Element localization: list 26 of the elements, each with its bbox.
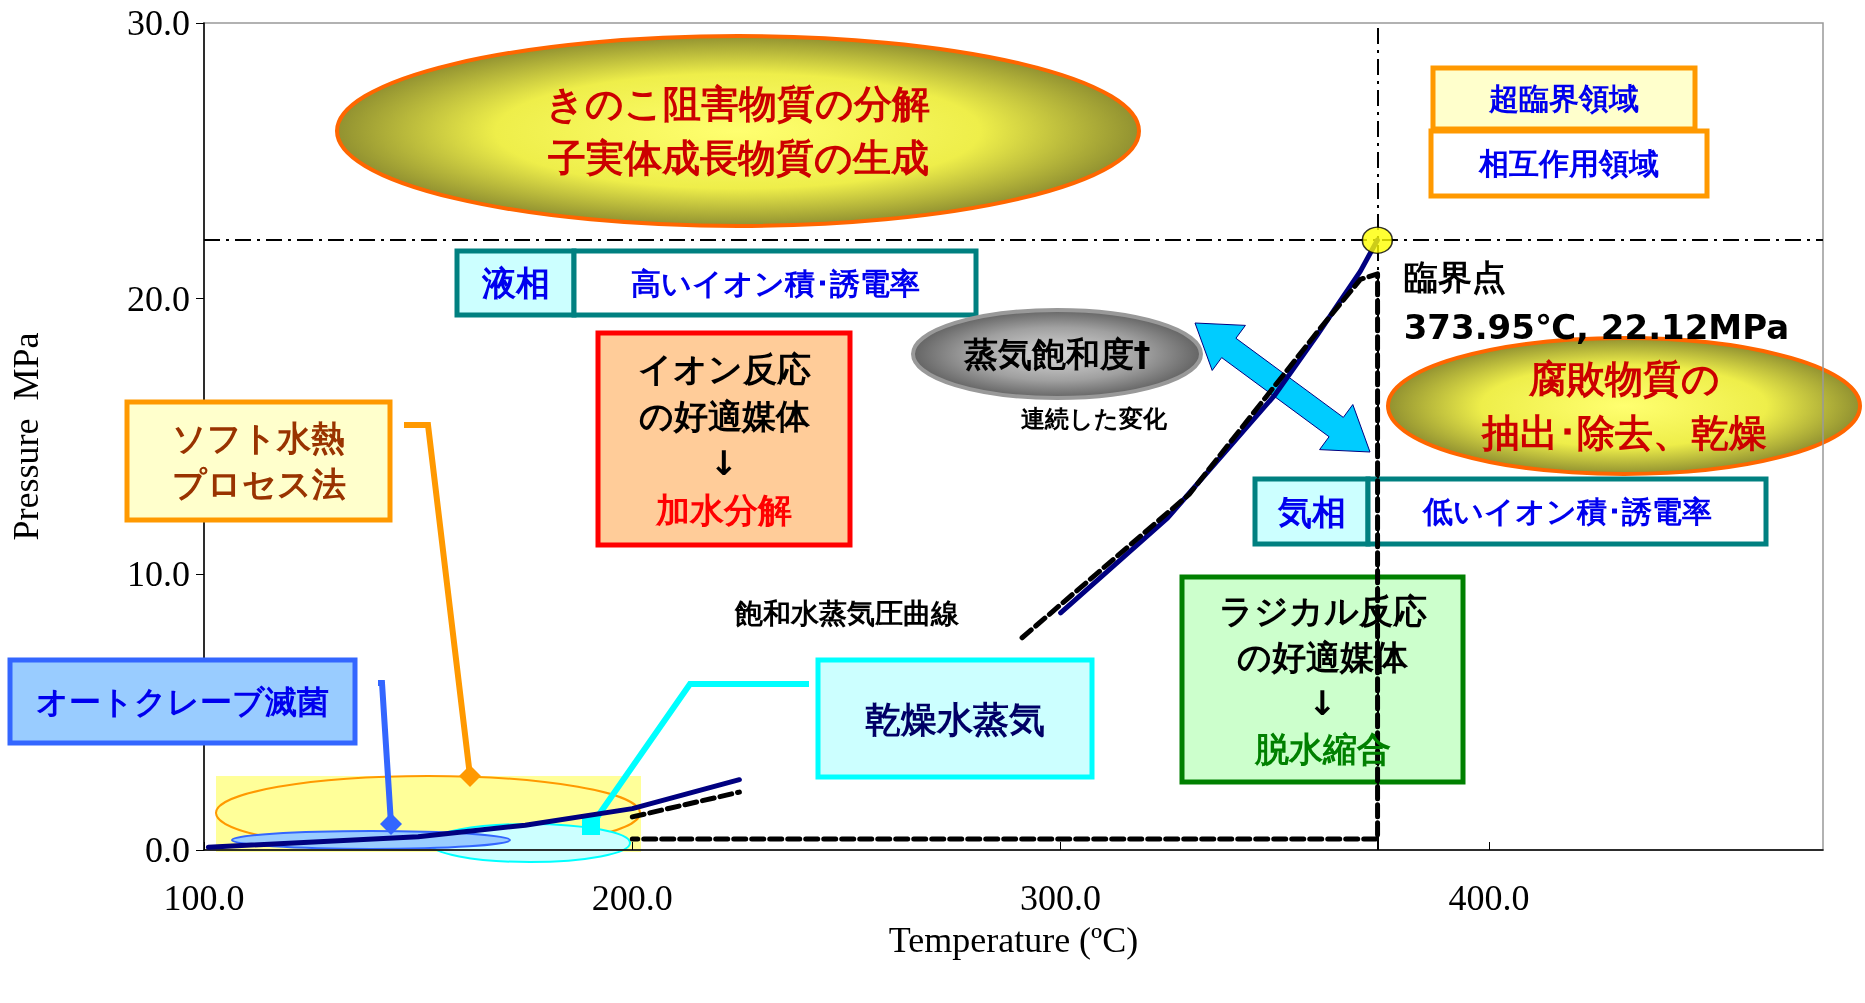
annotation: イオン反応の好適媒体 ↓ 加水分解 [637,348,811,530]
x-tick-label: 200.0 [591,878,673,918]
annotation: 気相 [1276,491,1346,532]
x-tick-label: 400.0 [1448,878,1530,918]
annotation: 乾燥水蒸気 [865,698,1045,739]
annotation: 臨界点 373.95℃, 22.12MPa [1403,257,1790,348]
annotation: 腐敗物質の抽出･除去、乾燥 [1479,357,1767,455]
y-axis-title: Pressure MPa [6,332,46,541]
text: 飽和水蒸気圧曲線 [734,596,960,630]
y-tick-label: 10.0 [127,554,190,595]
annotation: 連続した変化 [1021,405,1168,433]
annotation: きのこ阻害物質の分解子実体成長物質の生成 [546,82,930,180]
y-tick-label: 30.0 [127,3,190,43]
x-tick-label: 100.0 [163,878,245,918]
annotation: 高いイオン積･誘電率 [630,265,920,301]
annotation: 液相 [480,263,550,303]
annotation: 超臨界領域 [1488,81,1639,116]
annotation: オートクレーブ滅菌 [36,682,329,721]
x-tick-label: 300.0 [1020,878,1102,918]
annotation: 相互作用領域 [1478,146,1659,181]
annotation: 低いイオン積･誘電率 [1421,494,1712,529]
y-tick-label: 0.0 [145,830,190,870]
y-tick-label: 20.0 [127,278,190,319]
annotation: 蒸気飽和度† [962,334,1151,374]
annotation: ソフト水熱プロセス法 [171,418,346,504]
x-axis-title: Temperature (ºC) [888,920,1139,960]
